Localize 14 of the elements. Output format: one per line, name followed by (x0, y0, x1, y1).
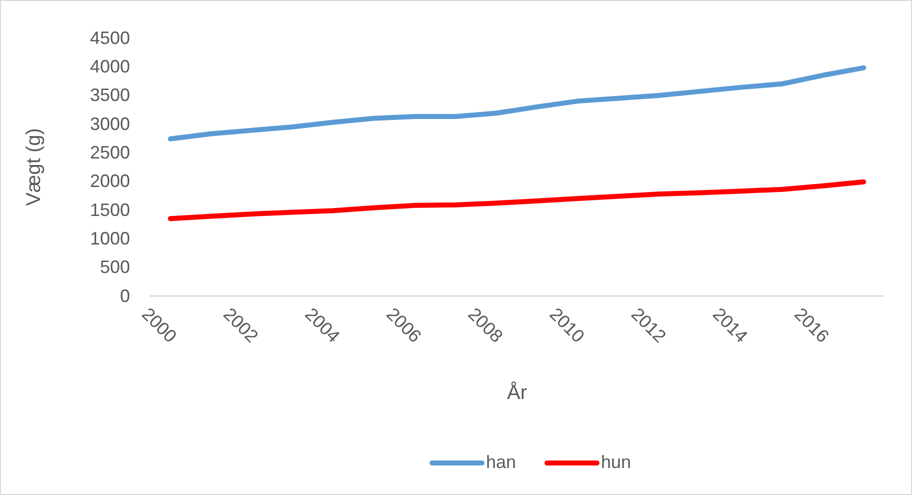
y-tick-label: 2000 (90, 171, 130, 192)
y-tick-label: 1500 (90, 200, 130, 220)
y-tick-label: 3500 (90, 85, 130, 106)
y-tick-label: 1000 (90, 228, 130, 248)
y-axis-title: Vægt (g) (23, 128, 45, 206)
legend-label: hun (601, 452, 632, 472)
y-tick-label: 0 (120, 286, 130, 306)
legend-label: han (486, 452, 516, 472)
y-tick-label: 500 (100, 257, 130, 278)
y-tick-label: 2500 (90, 142, 130, 162)
y-tick-label: 3000 (90, 114, 130, 134)
y-tick-label: 4500 (90, 28, 130, 48)
y-tick-label: 4000 (90, 56, 130, 76)
x-axis-title: År (507, 381, 528, 404)
